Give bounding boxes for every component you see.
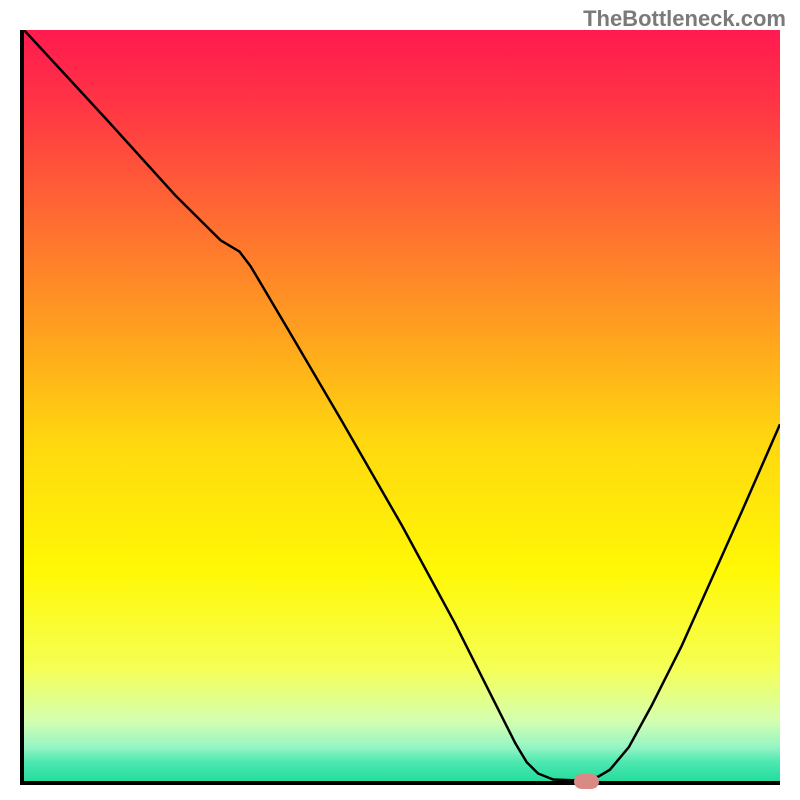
bottleneck-curve [24,30,780,781]
optimal-marker [574,774,599,789]
chart-container: TheBottleneck.com [0,0,800,800]
watermark-text: TheBottleneck.com [583,6,786,32]
plot-area [20,30,780,785]
